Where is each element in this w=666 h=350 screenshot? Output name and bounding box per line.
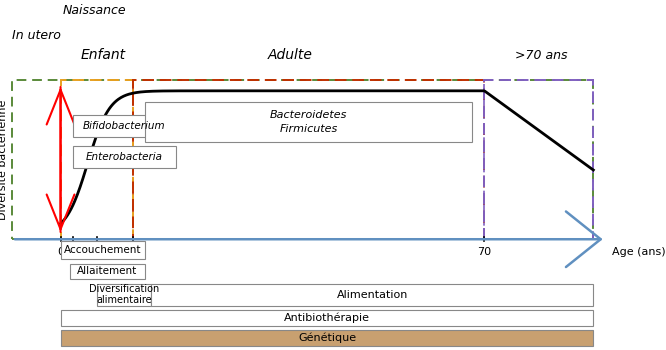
Bar <box>70 264 145 279</box>
Text: Alimentation: Alimentation <box>337 289 408 300</box>
Text: Enterobacteria: Enterobacteria <box>86 152 163 162</box>
Text: >70 ans: >70 ans <box>515 49 567 62</box>
Text: Naissance: Naissance <box>63 5 126 18</box>
Text: Génétique: Génétique <box>298 332 356 343</box>
Bar <box>73 146 176 168</box>
Bar <box>12 80 593 239</box>
Text: Accouchement: Accouchement <box>64 245 142 255</box>
Text: Age (ans): Age (ans) <box>611 247 665 257</box>
Text: 0: 0 <box>57 247 64 257</box>
Text: Antibiothérapie: Antibiothérapie <box>284 313 370 323</box>
Bar <box>97 284 151 306</box>
Text: 2: 2 <box>69 247 76 257</box>
Bar <box>61 330 593 345</box>
Bar <box>61 241 145 259</box>
Text: Allaitement: Allaitement <box>77 266 138 277</box>
Text: Enfant: Enfant <box>81 48 125 62</box>
Bar <box>484 80 593 239</box>
Bar <box>145 102 472 142</box>
Bar <box>73 115 176 137</box>
Text: Bifidobacterium: Bifidobacterium <box>83 121 165 131</box>
Text: In utero: In utero <box>12 29 61 42</box>
Text: 12: 12 <box>126 247 141 257</box>
Text: 70: 70 <box>478 247 492 257</box>
Text: 6: 6 <box>93 247 101 257</box>
Text: Adulte: Adulte <box>268 48 313 62</box>
Bar <box>61 80 133 239</box>
Bar <box>133 80 484 239</box>
Bar <box>151 284 593 306</box>
Bar <box>61 310 593 326</box>
Text: Bacteroidetes
Firmicutes: Bacteroidetes Firmicutes <box>270 110 348 134</box>
Text: Diversification
alimentaire: Diversification alimentaire <box>89 284 159 306</box>
Text: Diversité bactérienne: Diversité bactérienne <box>0 99 8 220</box>
